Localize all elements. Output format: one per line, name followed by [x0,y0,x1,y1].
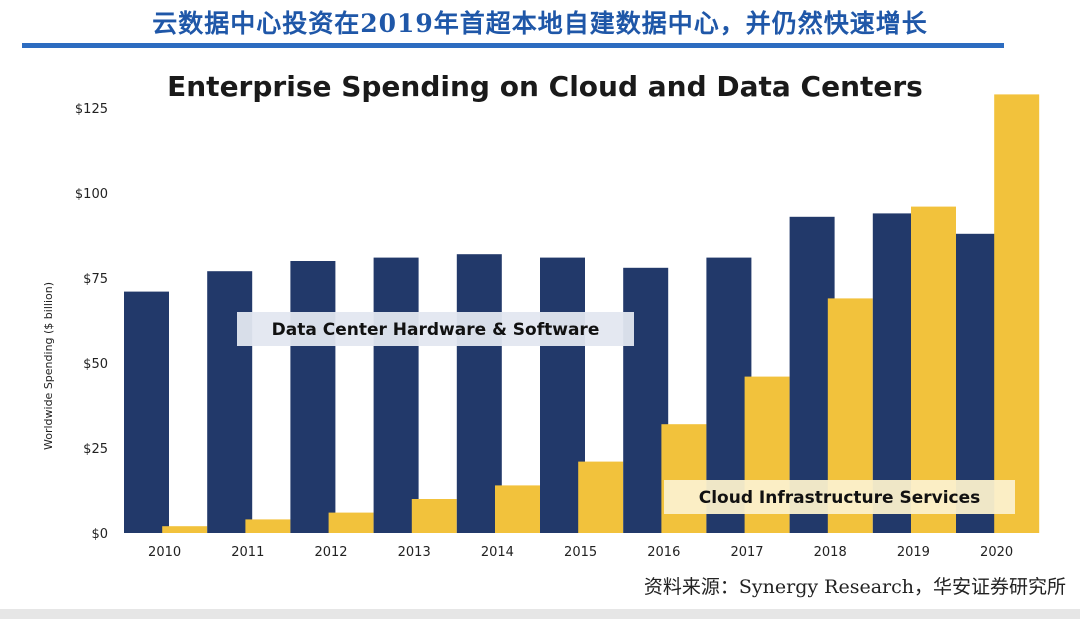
bar-data-center [540,257,585,533]
x-tick-group: 2010 2011 2012 2013 2014 2015 2016 2017 2018 2019… [148,545,1013,560]
y-tick-label: $125 [75,102,108,117]
bar-group [124,94,1040,534]
slide-header: 云数据中心投资在2019年首超本地自建数据中心，并仍然快速增长 [0,0,1080,50]
y-tick-label: $25 [83,442,108,457]
bar-cloud [661,424,707,533]
series-label-data-center-box [237,312,634,346]
bar-data-center [373,257,419,533]
bar-cloud [245,519,291,533]
series-label-cloud: Cloud Infrastructure Services [699,488,981,508]
bar-cloud [911,206,956,533]
y-tick-label: $100 [75,187,108,202]
x-tick-label: 2016 [647,545,680,560]
x-tick-label: 2020 [980,545,1013,560]
source-note: 资料来源：Synergy Research，华安证券研究所 [643,576,1066,598]
x-tick-label: 2010 [148,545,181,560]
bar-data-center [290,261,336,533]
title-rule [22,43,1004,48]
bar-data-center [456,254,502,533]
y-tick-label: $0 [91,527,108,542]
bar-cloud [994,94,1040,534]
y-tick-label: $75 [83,272,108,287]
bar-data-center [124,291,169,533]
x-tick-label: 2014 [481,545,514,560]
x-tick-label: 2019 [897,545,930,560]
x-tick-label: 2013 [398,545,431,560]
x-tick-label: 2012 [314,545,347,560]
bar-cloud [328,512,374,533]
y-tick-group: $0 $25 $50 $75 $100 $125 [75,102,108,542]
slide-title: 云数据中心投资在2019年首超本地自建数据中心，并仍然快速增长 [152,9,928,38]
y-axis-label: Worldwide Spending ($ billion) [42,282,55,450]
x-tick-label: 2015 [564,545,597,560]
bottom-bar [0,609,1080,619]
series-label-group: Data Center Hardware & Software Cloud Inf… [237,312,1015,514]
bar-data-center [872,213,918,533]
bar-cloud [578,461,624,533]
spending-chart: Enterprise Spending on Cloud and Data Ce… [42,70,1040,560]
series-label-cloud-box [664,480,1015,514]
x-tick-label: 2011 [231,545,264,560]
bar-cloud [495,485,540,533]
x-tick-label: 2017 [730,545,763,560]
bar-data-center [207,271,253,533]
y-tick-label: $50 [83,357,108,372]
x-tick-label: 2018 [814,545,847,560]
chart-title: Enterprise Spending on Cloud and Data Ce… [167,70,923,103]
bar-cloud [411,499,457,533]
series-label-data-center: Data Center Hardware & Software [272,320,600,340]
bar-cloud [162,526,208,533]
